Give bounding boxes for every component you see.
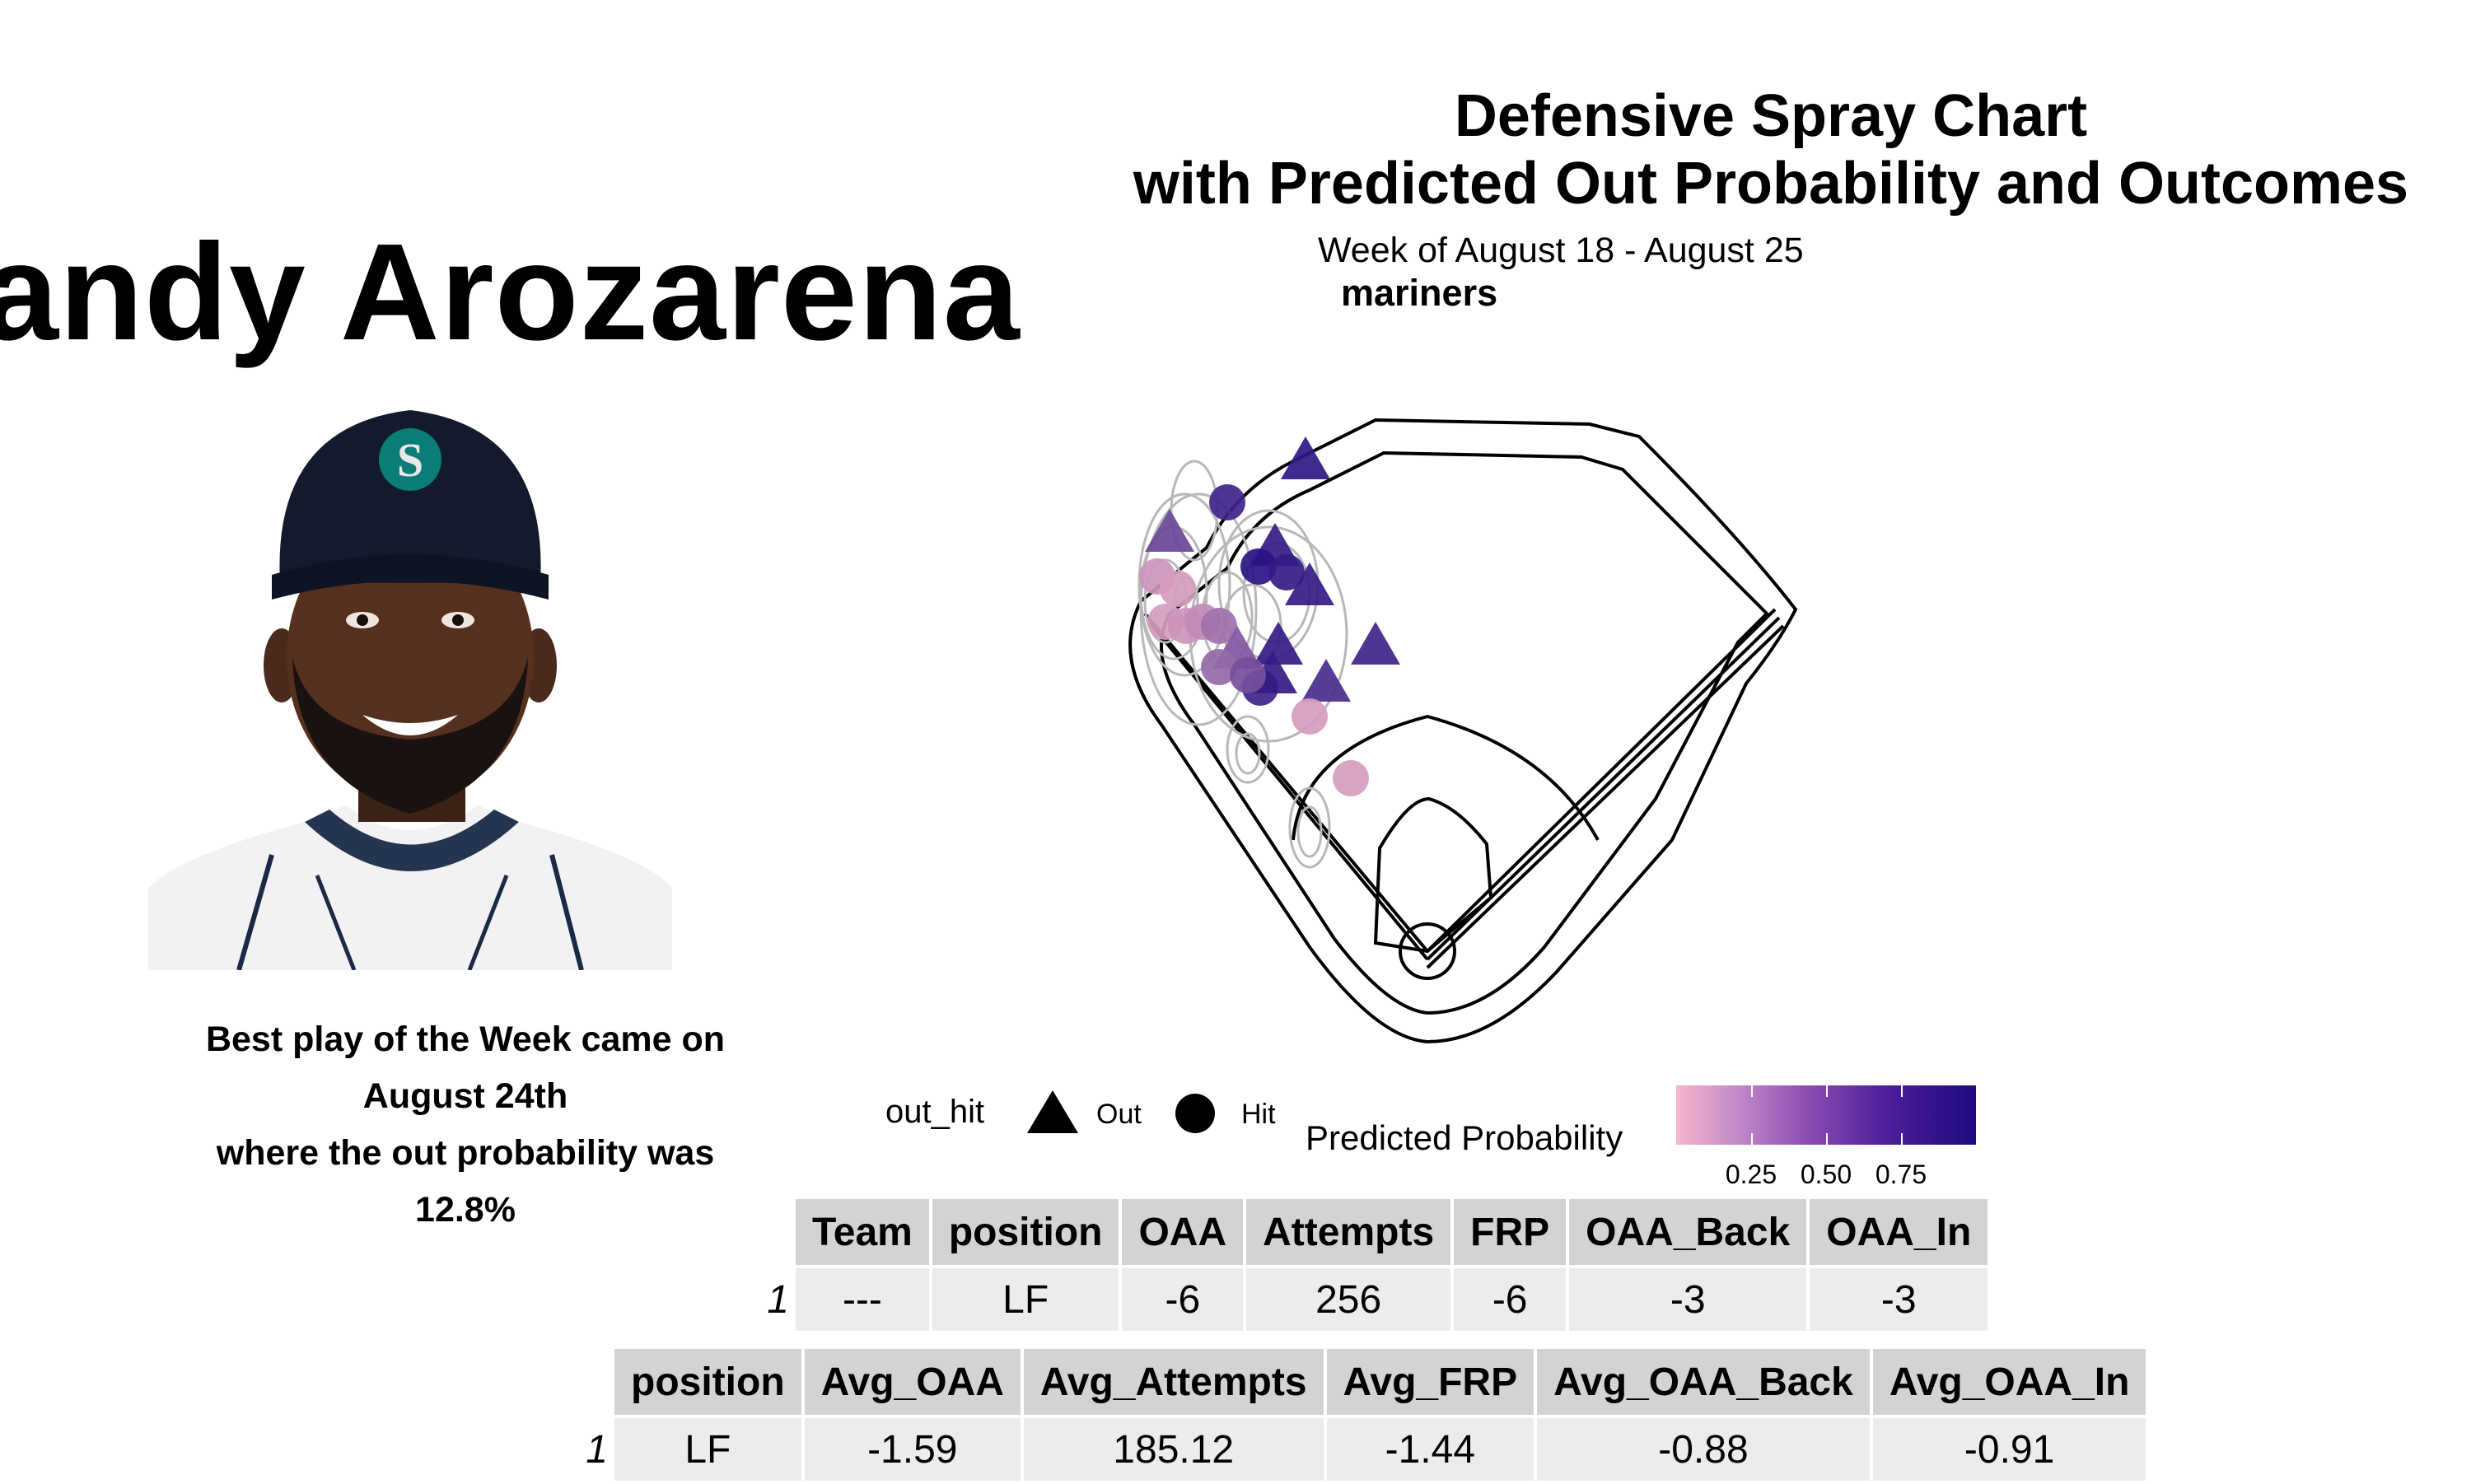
table-header: position [932,1199,1119,1265]
table-cell: -6 [1122,1268,1244,1331]
best-play-line-2: August 24th [362,1076,568,1116]
table-header: Team [796,1199,929,1265]
team-table-header-row: Team position OAA Attempts FRP OAA_Back … [735,1199,1988,1265]
best-play-line-4: 12.8% [415,1190,516,1230]
chart-title-line-2: with Predicted Out Probability and Outco… [1133,151,2409,217]
table-cell: 256 [1246,1268,1451,1331]
field-outline [1128,418,1798,1044]
table-cell: -3 [1810,1268,1988,1331]
table-header: Avg_OAA_In [1872,1349,2146,1415]
chart-title-line-1: Defensive Spray Chart [1454,83,2088,149]
density-contour [1226,715,1270,784]
chart-title: Defensive Spray Chart with Predicted Out… [1054,82,2471,217]
table-cell: -1.59 [804,1418,1021,1481]
hit-point [1201,608,1237,644]
table-cell: -0.91 [1872,1418,2146,1481]
triangle-icon [1027,1090,1078,1133]
color-gradient-bar [1676,1085,1976,1145]
hit-point [1209,484,1245,520]
table-cell: -3 [1569,1268,1807,1331]
table-cell: -1.44 [1326,1418,1534,1481]
out-point [1281,436,1330,479]
avg-table-header-row: position Avg_OAA Avg_Attempts Avg_FRP Av… [554,1349,2146,1415]
spray-chart [1128,418,1798,1044]
hit-point [1160,571,1196,607]
best-play-line-3: where the out probability was [216,1133,715,1173]
color-tick-label: 0.25 [1725,1160,1777,1189]
out-point [1351,622,1400,665]
table-cell: -0.88 [1537,1418,1870,1481]
avg-stats-table: position Avg_OAA Avg_Attempts Avg_FRP Av… [550,1346,2149,1484]
out-point [1254,622,1303,665]
color-legend-title: Predicted Probability [1306,1118,1623,1157]
foul-line-right [1426,608,1777,953]
table-cell: --- [796,1268,929,1331]
player-name: andy Arozarena [0,216,1021,369]
table-row: 1 --- LF -6 256 -6 -3 -3 [735,1268,1988,1331]
density-contour [1139,492,1258,726]
foul-line-left-2 [1147,620,1429,961]
chart-team-label: mariners [1341,272,1498,314]
team-stats-table: Team position OAA Attempts FRP OAA_Back … [731,1196,1991,1334]
row-index: 1 [735,1268,792,1331]
table-header: OAA_Back [1569,1199,1807,1265]
shape-legend-label-hit: Hit [1241,1099,1276,1130]
hit-point [1230,657,1266,693]
density-contour [1288,786,1331,869]
foul-line-left [1143,612,1429,953]
color-tick-label: 0.75 [1875,1160,1927,1189]
home-circle [1399,922,1456,980]
best-play-line-1: Best play of the Week came on [205,1020,726,1059]
player-photo: S [148,410,672,970]
color-tick-label: 0.50 [1800,1160,1852,1189]
table-header: FRP [1454,1199,1567,1265]
best-play-text: Best play of the Week came on August 24t… [140,1011,791,1239]
density-contour [1296,805,1323,858]
table-header: position [614,1349,801,1415]
hit-point [1240,548,1277,585]
table-header: OAA [1122,1199,1244,1265]
hit-point [1333,760,1369,796]
density-contour [1137,492,1231,677]
table-header: Avg_OAA_Back [1537,1349,1870,1415]
out-point [1285,562,1334,605]
table-cell: LF [932,1268,1119,1331]
svg-text:S: S [397,433,423,487]
outer-wall [1128,418,1798,1044]
density-contour [1235,732,1261,775]
chart-subtitle: Week of August 18 - August 25 [1318,231,1804,270]
table-cell: 185.12 [1023,1418,1324,1481]
hit-point [1268,554,1305,590]
hit-point [1292,698,1328,735]
inner-wall [1160,450,1769,1015]
table-header: Avg_FRP [1326,1349,1534,1415]
out-point [1301,659,1351,702]
infield-dirt [1373,796,1493,954]
circle-icon [1175,1094,1215,1133]
table-header: Attempts [1246,1199,1451,1265]
shape-legend-label-out: Out [1096,1099,1142,1130]
table-header: Avg_Attempts [1023,1349,1324,1415]
foul-line-right-3 [1426,624,1785,969]
table-header: Avg_OAA [804,1349,1021,1415]
table-cell: -6 [1454,1268,1567,1331]
out-point [1145,509,1194,552]
shape-legend-title: out_hit [885,1094,985,1130]
table-header: OAA_In [1810,1199,1988,1265]
table-cell: LF [614,1418,801,1481]
color-legend: Predicted Probability 0.25 0.50 0.75 [1306,1085,1981,1192]
chart-points [1139,436,1400,796]
table-row: 1 LF -1.59 185.12 -1.44 -0.88 -0.91 [554,1418,2146,1481]
hit-point [1201,649,1237,685]
row-index: 1 [554,1418,611,1481]
